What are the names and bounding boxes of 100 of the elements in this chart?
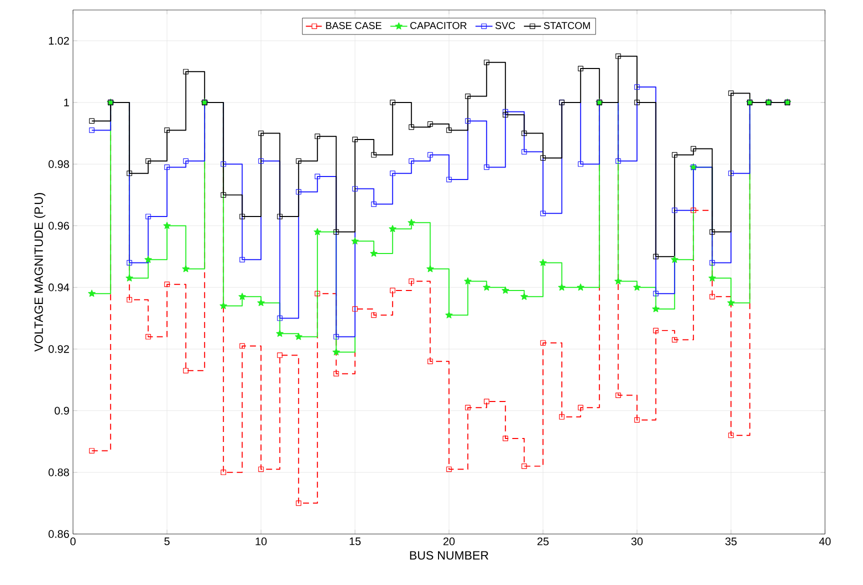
point <box>296 189 302 195</box>
point <box>146 334 151 340</box>
point <box>446 176 452 182</box>
point <box>334 229 339 235</box>
point <box>89 128 94 133</box>
point <box>163 222 171 229</box>
point <box>522 130 527 136</box>
point <box>578 161 584 167</box>
point <box>88 290 96 297</box>
point <box>465 404 470 410</box>
point <box>446 466 452 472</box>
point <box>126 274 134 282</box>
point <box>428 121 433 127</box>
point <box>616 158 621 164</box>
point <box>710 294 715 300</box>
point <box>351 237 359 244</box>
x-tick-label: 25 <box>537 538 549 546</box>
point <box>390 288 396 294</box>
point <box>540 155 546 161</box>
point <box>428 358 433 364</box>
point <box>126 170 132 176</box>
point <box>502 112 508 118</box>
x-tick-label: 0 <box>70 538 76 546</box>
point <box>238 292 246 300</box>
point <box>465 118 470 124</box>
y-tick-label: 0.9 <box>54 406 69 415</box>
point <box>240 256 245 262</box>
point <box>164 164 170 170</box>
point <box>672 337 678 342</box>
point <box>428 152 433 158</box>
point <box>634 417 640 423</box>
point <box>257 298 265 306</box>
point <box>146 214 151 220</box>
point <box>653 254 658 260</box>
point <box>334 371 339 376</box>
legend-label: CAPACITOR <box>410 22 467 30</box>
point <box>258 158 264 164</box>
point <box>539 258 547 266</box>
point <box>502 436 508 442</box>
x-tick-label: 15 <box>350 538 361 546</box>
point <box>446 128 452 133</box>
x-tick-label: 20 <box>443 538 455 546</box>
point <box>520 292 528 300</box>
point <box>728 90 734 96</box>
point <box>89 118 94 124</box>
point <box>220 161 226 167</box>
point <box>390 170 396 176</box>
x-tick-label: 5 <box>164 538 170 546</box>
point <box>277 316 282 321</box>
y-axis-title: VOLTAGE MAGNITUDE (P.U) <box>34 193 46 352</box>
point <box>146 158 151 164</box>
point <box>408 278 414 284</box>
point <box>126 260 132 266</box>
point <box>294 332 302 340</box>
point <box>672 208 678 214</box>
point <box>352 186 358 192</box>
point <box>277 214 282 220</box>
point <box>183 68 188 74</box>
point <box>408 218 416 226</box>
point <box>690 208 696 214</box>
y-tick-label: 0.88 <box>48 468 69 476</box>
legend-label: SVC <box>495 22 516 30</box>
point <box>371 152 376 158</box>
point <box>502 286 510 294</box>
x-tick-label: 35 <box>725 538 737 546</box>
point <box>710 260 715 266</box>
point <box>277 352 282 358</box>
point <box>578 66 584 72</box>
point <box>484 164 490 170</box>
point <box>352 136 358 142</box>
legend-label: BASE CASE <box>326 22 382 30</box>
point <box>522 463 527 469</box>
point <box>314 134 320 140</box>
point <box>653 328 658 334</box>
point <box>258 130 264 136</box>
point <box>164 128 170 133</box>
point <box>616 392 621 398</box>
point <box>126 297 132 302</box>
point <box>164 282 170 288</box>
point <box>633 284 641 291</box>
y-tick-label: 1.02 <box>48 36 69 45</box>
x-axis-title: BUS NUMBER <box>410 551 488 560</box>
x-tick-label: 40 <box>819 538 831 546</box>
point <box>484 398 490 404</box>
point <box>332 348 340 356</box>
y-tick-label: 0.96 <box>48 222 69 230</box>
point <box>390 100 396 106</box>
point <box>614 277 622 284</box>
y-tick-label: 0.92 <box>48 345 69 353</box>
point <box>727 298 735 306</box>
point <box>276 330 284 337</box>
point <box>183 158 188 164</box>
point <box>558 284 566 291</box>
point <box>314 290 320 296</box>
point <box>144 256 152 263</box>
point <box>334 334 339 340</box>
point <box>502 109 508 114</box>
point <box>240 214 245 220</box>
point <box>540 210 546 216</box>
point <box>559 414 564 420</box>
